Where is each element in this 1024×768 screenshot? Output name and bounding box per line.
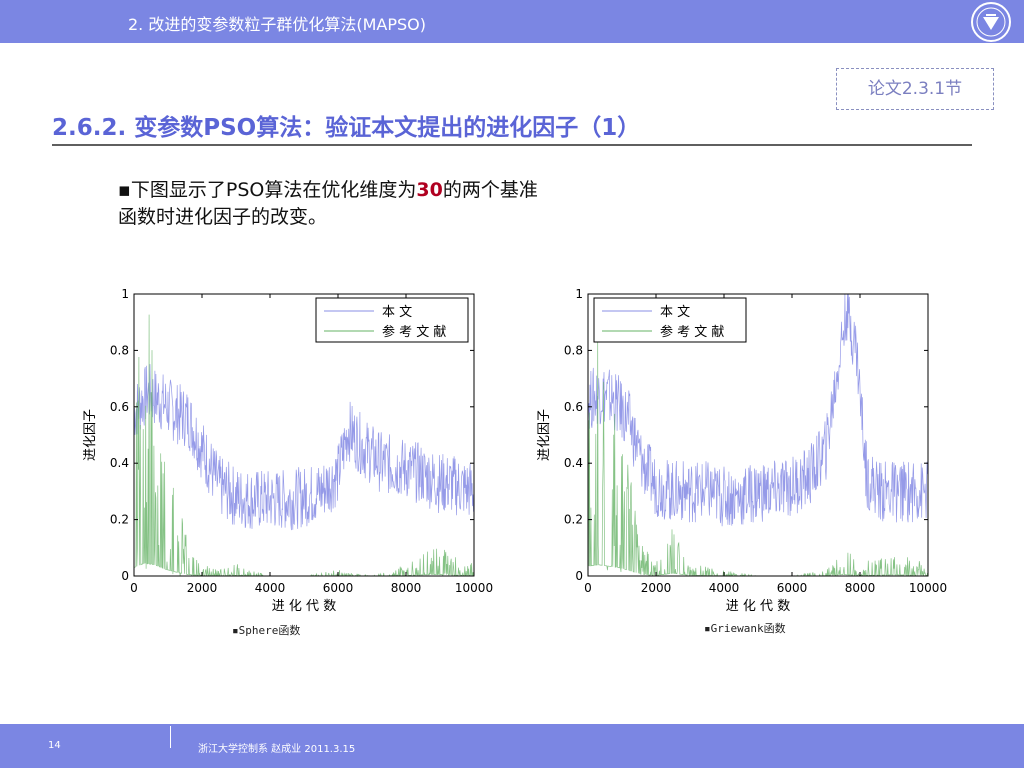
griewank-caption: ▪Griewank函数	[704, 622, 786, 635]
x-tick-label: 6000	[777, 581, 808, 595]
heading-divider	[52, 144, 972, 146]
y-tick-label: 0.6	[110, 400, 129, 414]
x-tick-label: 8000	[845, 581, 876, 595]
footer-bar: 14 浙江大学控制系 赵成业 2011.3.15	[0, 724, 1024, 768]
series-line-1	[587, 339, 929, 577]
series-line-0	[133, 364, 475, 531]
y-tick-label: 0.2	[110, 513, 129, 527]
x-tick-label: 0	[130, 581, 138, 595]
body-text-part: 的两个基准	[442, 179, 538, 201]
reference-section-box: 论文2.3.1节	[836, 68, 994, 110]
legend-box	[593, 297, 747, 343]
y-tick-label: 0.6	[564, 400, 583, 414]
body-paragraph: ▪下图显示了PSO算法在优化维度为30的两个基准 函数时进化因子的改变。	[118, 177, 718, 231]
legend-label: 参 考 文 献	[660, 324, 724, 340]
series-1	[587, 339, 929, 577]
university-logo-icon	[971, 2, 1011, 42]
body-line-1: ▪下图显示了PSO算法在优化维度为30的两个基准	[118, 177, 718, 204]
x-tick-label: 10000	[909, 581, 947, 595]
x-tick-label: 2000	[187, 581, 218, 595]
x-tick-label: 8000	[391, 581, 422, 595]
legend: 本 文参 考 文 献	[593, 297, 747, 343]
plot-frame	[587, 293, 929, 577]
page-number: 14	[48, 740, 61, 751]
body-text-part: 下图显示了PSO算法在优化维度为	[130, 179, 417, 201]
legend-label: 参 考 文 献	[382, 324, 446, 340]
sphere-chart: 0 0.2 0.4 0.6 0.8 1 0 2000 4000 6000 8000 10000 进 化 …	[78, 284, 508, 624]
footer-divider	[170, 726, 171, 748]
legend: 本 文参 考 文 献	[315, 297, 469, 343]
legend-label: 本 文	[382, 305, 412, 320]
y-tick-label: 0	[575, 569, 583, 583]
x-tick-label: 4000	[709, 581, 740, 595]
series-1	[133, 314, 475, 578]
y-axis-label: 进化因子	[83, 409, 98, 461]
y-tick-label: 0.8	[110, 343, 129, 357]
x-tick-label: 6000	[323, 581, 354, 595]
slide-heading: 2.6.2. 变参数PSO算法：验证本文提出的进化因子（1）	[52, 115, 641, 141]
y-tick-label: 0.8	[564, 343, 583, 357]
section-title: 2. 改进的变参数粒子群优化算法(MAPSO)	[128, 15, 426, 34]
y-tick-label: 0.4	[564, 456, 583, 470]
series-line-1	[133, 314, 475, 578]
plot-frame	[133, 293, 475, 577]
sphere-chart-svg: 0 0.2 0.4 0.6 0.8 1 0 2000 4000 6000 8000 10000 进 化 …	[83, 287, 493, 614]
griewank-chart: 0 0.2 0.4 0.6 0.8 1 0 2000 4000 6000 8000 10000 进 化 …	[532, 284, 962, 624]
x-tick-label: 10000	[455, 581, 493, 595]
y-tick-label: 1	[575, 287, 583, 301]
x-axis-label: 进 化 代 数	[272, 599, 336, 614]
header-bar: 2. 改进的变参数粒子群优化算法(MAPSO)	[0, 0, 1024, 43]
griewank-chart-svg: 0 0.2 0.4 0.6 0.8 1 0 2000 4000 6000 8000 10000 进 化 …	[537, 287, 947, 614]
series-0	[133, 364, 475, 531]
y-tick-label: 1	[121, 287, 129, 301]
series-line-0	[587, 293, 929, 527]
y-tick-label: 0.4	[110, 456, 129, 470]
y-tick-label: 0.2	[564, 513, 583, 527]
x-axis-label: 进 化 代 数	[726, 599, 790, 614]
legend-box	[315, 297, 469, 343]
x-tick-label: 0	[584, 581, 592, 595]
x-tick-label: 4000	[255, 581, 286, 595]
footer-info: 浙江大学控制系 赵成业 2011.3.15	[198, 744, 356, 755]
sphere-caption: ▪Sphere函数	[232, 624, 301, 637]
x-tick-label: 2000	[641, 581, 672, 595]
bullet-icon: ▪	[118, 179, 131, 201]
dimension-highlight: 30	[416, 179, 443, 201]
body-line-2: 函数时进化因子的改变。	[118, 206, 328, 228]
legend-label: 本 文	[660, 305, 690, 320]
series-0	[587, 293, 929, 527]
y-tick-label: 0	[121, 569, 129, 583]
y-axis-label: 进化因子	[537, 409, 552, 461]
